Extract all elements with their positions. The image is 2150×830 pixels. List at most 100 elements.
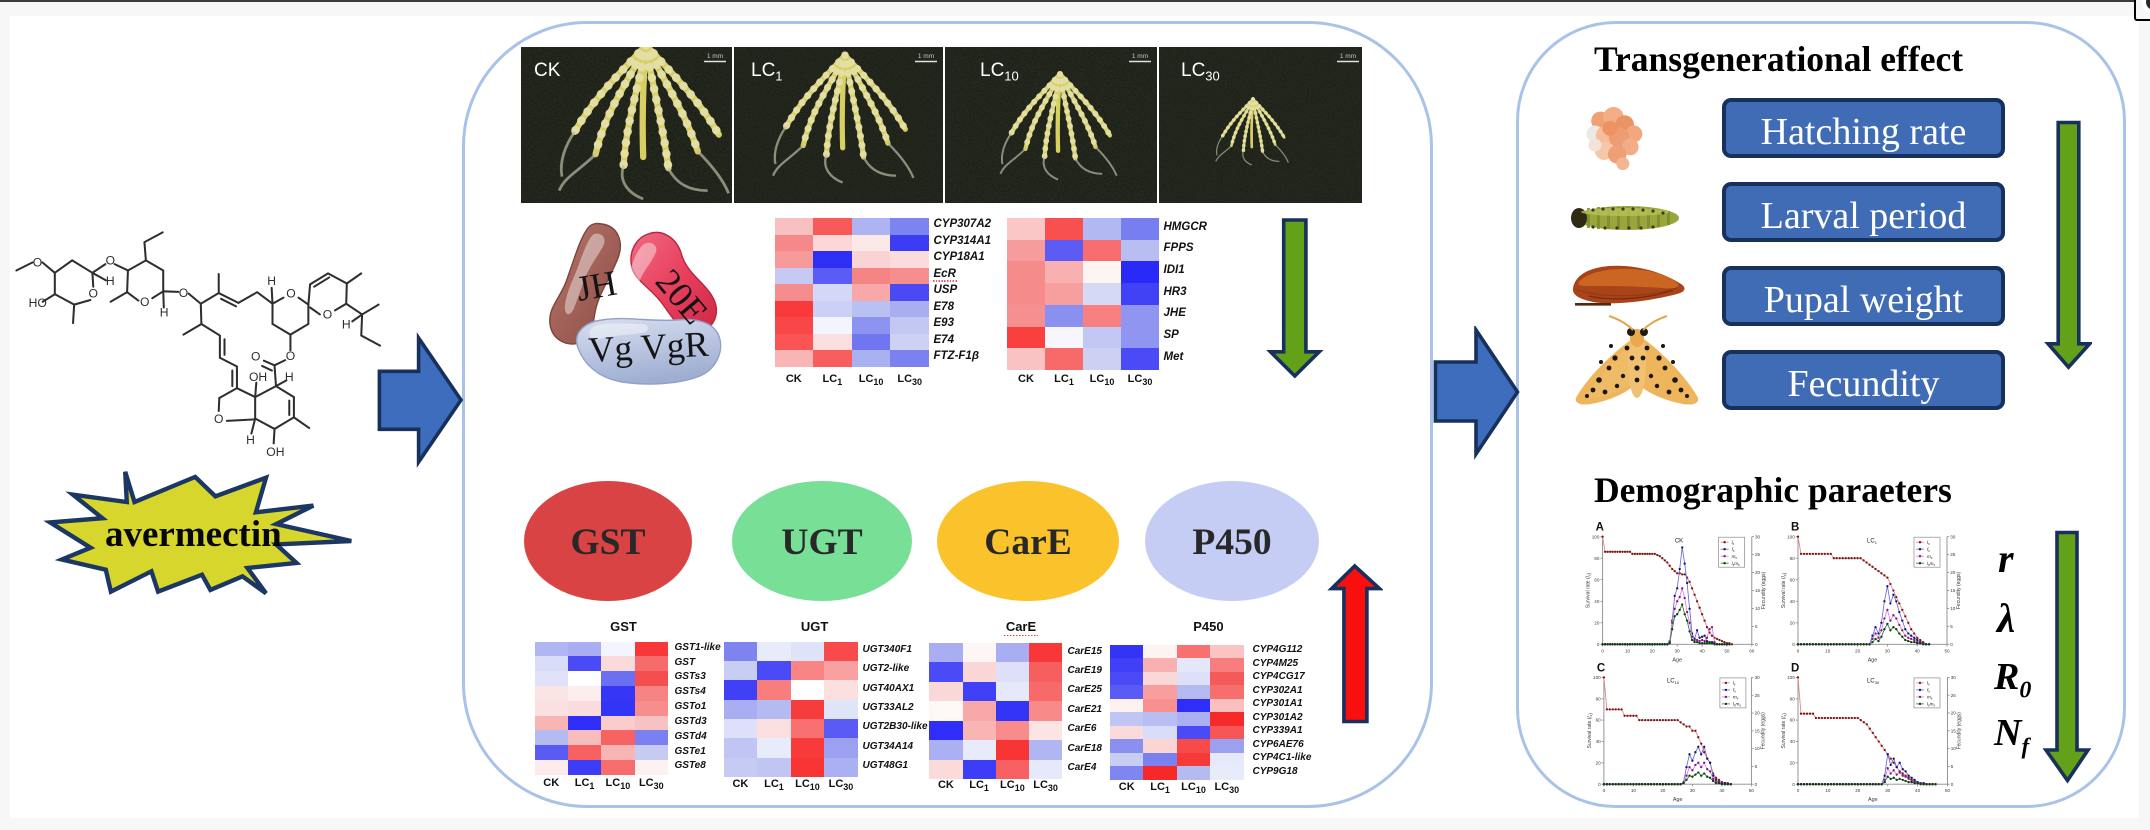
svg-text:40: 40 <box>1790 739 1796 744</box>
svg-text:20: 20 <box>1596 760 1602 765</box>
svg-text:5: 5 <box>1951 764 1954 769</box>
svg-text:Survival rate (lx): Survival rate (lx) <box>1781 572 1788 608</box>
svg-text:10: 10 <box>1631 788 1637 793</box>
svg-text:30: 30 <box>1885 788 1891 793</box>
svg-text:30: 30 <box>1885 648 1891 653</box>
svg-text:0: 0 <box>1755 642 1758 647</box>
svg-text:OH: OH <box>266 445 284 459</box>
svg-text:mx: mx <box>1732 554 1738 560</box>
svg-text:B: B <box>1791 522 1799 534</box>
svg-text:Age: Age <box>1868 657 1878 663</box>
svg-text:40: 40 <box>1596 739 1602 744</box>
svg-text:lxmx: lxmx <box>1927 702 1935 708</box>
svg-text:H: H <box>160 306 169 320</box>
svg-text:60: 60 <box>1596 718 1602 723</box>
svg-text:0: 0 <box>1792 642 1795 647</box>
svg-text:0: 0 <box>1601 648 1604 653</box>
svg-text:0: 0 <box>1597 642 1600 647</box>
svg-text:10: 10 <box>1825 788 1831 793</box>
svg-text:Fecundity (eggs): Fecundity (eggs) <box>1956 572 1962 610</box>
svg-text:30: 30 <box>1755 534 1761 539</box>
svg-text:O: O <box>286 287 295 301</box>
svg-text:0: 0 <box>1797 648 1800 653</box>
svg-text:OH: OH <box>249 370 267 384</box>
svg-text:15: 15 <box>1755 588 1761 593</box>
svg-text:CK: CK <box>534 60 561 81</box>
svg-text:50: 50 <box>1724 648 1730 653</box>
svg-text:5: 5 <box>1755 764 1758 769</box>
svg-text:Vg VgR: Vg VgR <box>587 324 709 370</box>
svg-text:40: 40 <box>1719 788 1725 793</box>
svg-text:A: A <box>1596 522 1604 534</box>
svg-text:15: 15 <box>1950 588 1956 593</box>
svg-text:20: 20 <box>1790 760 1796 765</box>
svg-text:lx: lx <box>1927 540 1930 546</box>
svg-text:30: 30 <box>1690 788 1696 793</box>
svg-text:20: 20 <box>1594 620 1600 625</box>
svg-text:H: H <box>267 274 276 288</box>
svg-text:Age: Age <box>1868 797 1878 803</box>
svg-text:100: 100 <box>1593 675 1601 680</box>
svg-text:O: O <box>89 287 98 301</box>
svg-text:O: O <box>214 412 223 426</box>
svg-text:LC1: LC1 <box>751 60 783 84</box>
svg-text:O: O <box>106 254 115 268</box>
svg-text:O: O <box>251 350 260 364</box>
svg-text:20: 20 <box>1790 620 1796 625</box>
svg-text:0: 0 <box>1598 782 1601 787</box>
svg-text:25: 25 <box>1755 693 1761 698</box>
svg-text:C: C <box>1597 662 1605 674</box>
svg-text:O: O <box>323 307 332 321</box>
svg-text:40: 40 <box>1700 648 1706 653</box>
svg-text:50: 50 <box>1944 648 1950 653</box>
svg-text:25: 25 <box>1950 552 1956 557</box>
svg-text:5: 5 <box>1950 624 1953 629</box>
svg-text:O: O <box>33 255 42 269</box>
svg-text:100: 100 <box>1787 534 1795 539</box>
svg-text:20: 20 <box>1660 788 1666 793</box>
svg-text:lx: lx <box>1732 540 1735 546</box>
svg-text:1 mm: 1 mm <box>707 53 723 60</box>
svg-text:10: 10 <box>1625 648 1631 653</box>
svg-text:50: 50 <box>1945 788 1951 793</box>
svg-text:Fecundity (eggs): Fecundity (eggs) <box>1957 712 1963 750</box>
svg-text:10: 10 <box>1755 746 1761 751</box>
svg-text:O: O <box>286 349 295 363</box>
svg-text:40: 40 <box>1790 599 1796 604</box>
svg-text:H: H <box>106 274 115 288</box>
svg-text:60: 60 <box>1790 577 1796 582</box>
svg-text:avermectin: avermectin <box>105 514 282 555</box>
svg-text:80: 80 <box>1596 696 1602 701</box>
svg-text:100: 100 <box>1787 675 1795 680</box>
svg-text:30: 30 <box>1951 675 1957 680</box>
svg-text:D: D <box>1791 662 1799 674</box>
svg-text:H: H <box>246 433 255 447</box>
svg-text:lx: lx <box>1927 681 1930 687</box>
svg-text:0: 0 <box>1950 642 1953 647</box>
svg-text:1 mm: 1 mm <box>918 53 934 60</box>
svg-text:20: 20 <box>1855 788 1861 793</box>
svg-text:mx: mx <box>1927 554 1933 560</box>
svg-text:40: 40 <box>1915 648 1921 653</box>
svg-text:30: 30 <box>1950 534 1956 539</box>
svg-text:O: O <box>140 295 149 309</box>
svg-text:Survival rate (lx): Survival rate (lx) <box>1781 713 1788 749</box>
svg-text:5: 5 <box>1755 624 1758 629</box>
svg-text:Fecundity (eggs): Fecundity (eggs) <box>1760 712 1766 750</box>
svg-text:20: 20 <box>1950 570 1956 575</box>
svg-text:10: 10 <box>1755 606 1761 611</box>
svg-text:H: H <box>342 317 351 331</box>
svg-text:0: 0 <box>1603 788 1606 793</box>
svg-text:lxmx: lxmx <box>1732 561 1740 567</box>
svg-text:Age: Age <box>1673 797 1683 803</box>
svg-text:O: O <box>179 286 188 300</box>
svg-text:80: 80 <box>1790 696 1796 701</box>
svg-text:10: 10 <box>1951 746 1957 751</box>
svg-text:30: 30 <box>1675 648 1681 653</box>
svg-text:80: 80 <box>1594 556 1600 561</box>
svg-text:fx: fx <box>1927 688 1930 694</box>
svg-text:CK: CK <box>1675 539 1683 545</box>
svg-text:0: 0 <box>1755 782 1758 787</box>
svg-text:20: 20 <box>1855 648 1861 653</box>
svg-text:Age: Age <box>1672 657 1682 663</box>
